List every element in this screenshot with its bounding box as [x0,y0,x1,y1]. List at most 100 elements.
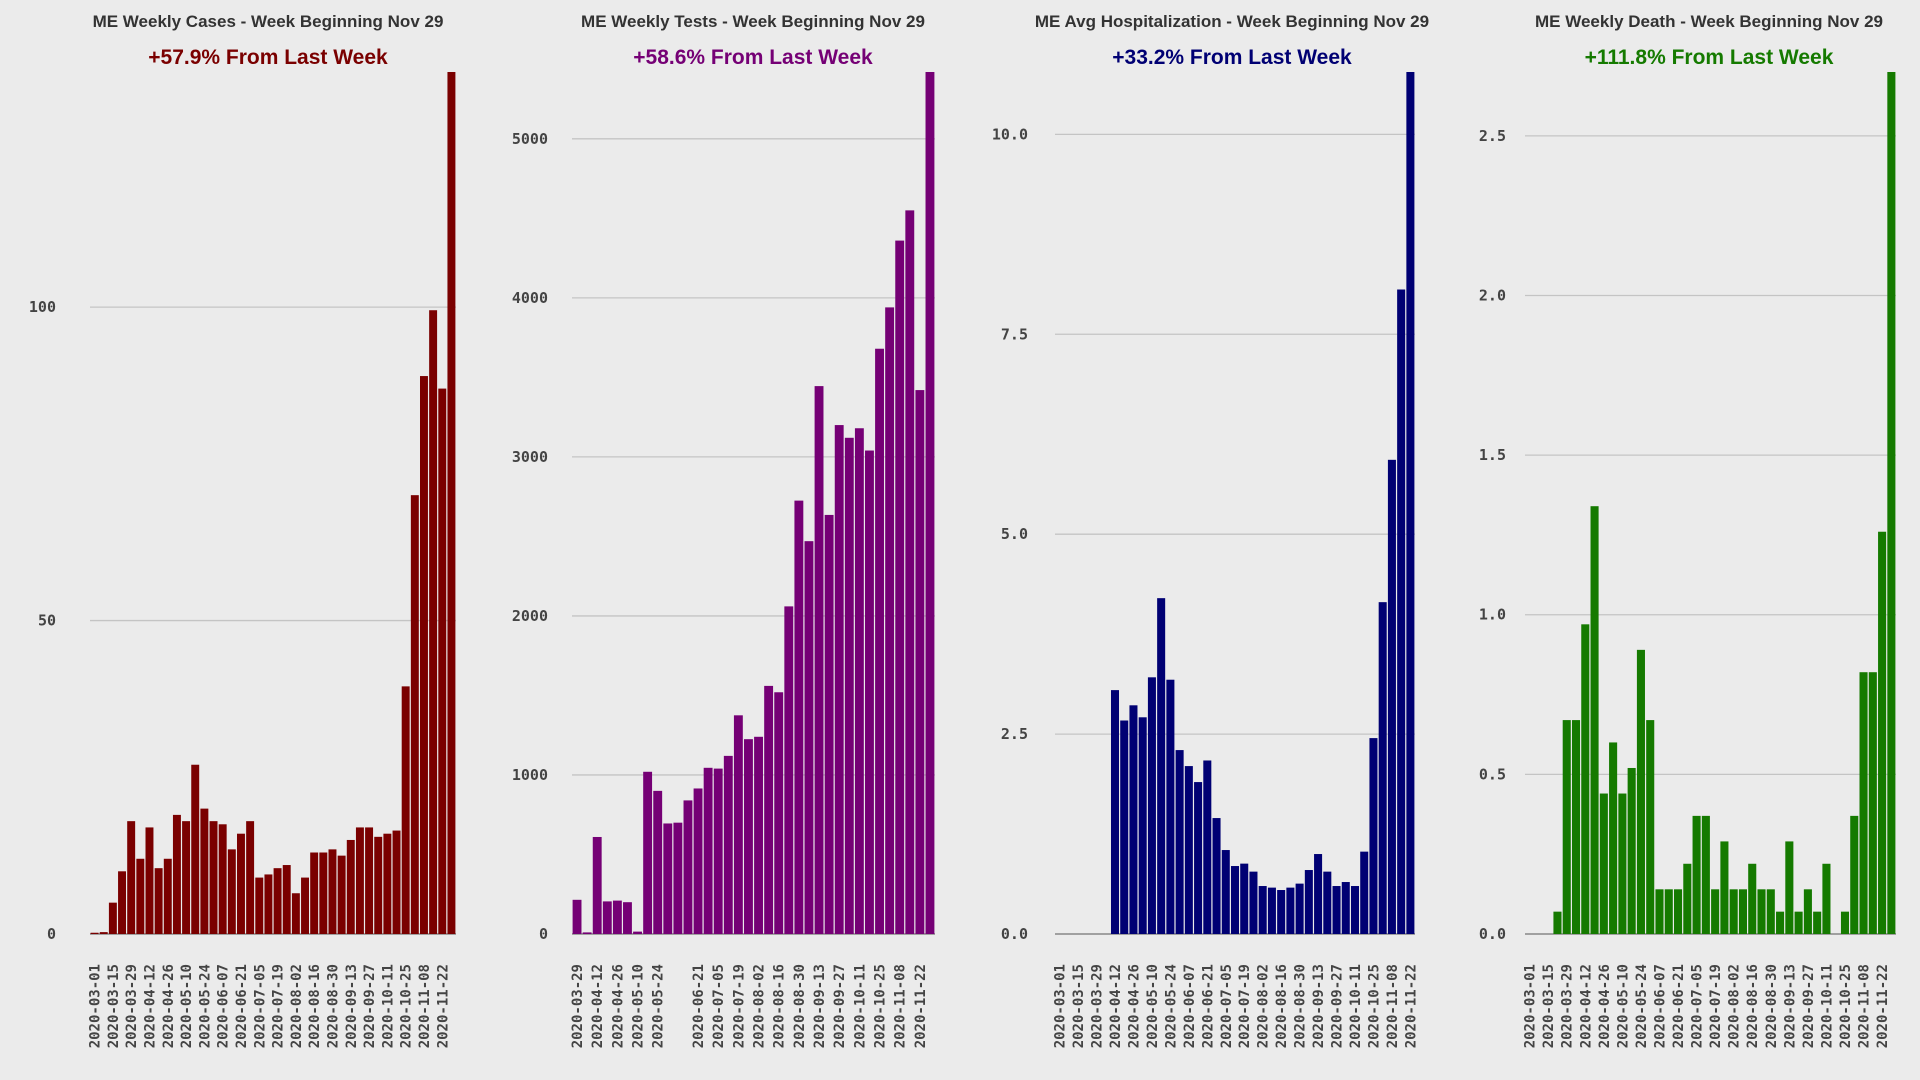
x-tick-label: 2020-04-12 [142,964,158,1048]
x-tick-label: 2020-03-01 [88,964,104,1048]
bar [1859,672,1868,934]
x-tick-label: 2020-03-15 [1541,964,1557,1048]
bar [1748,863,1757,934]
bar [337,855,346,934]
bar [703,767,713,934]
x-tick-label: 2020-09-27 [832,964,848,1048]
bar [1646,720,1655,934]
bar [172,814,181,934]
bar [1599,793,1608,934]
bar [1711,889,1720,934]
bar [383,833,392,934]
y-tick-label: 2000 [512,607,548,625]
bar [136,858,145,934]
bar [592,836,602,934]
y-tick-label: 50 [38,612,56,630]
x-tick-label: 2020-07-19 [1237,964,1253,1048]
x-tick-label: 2020-06-21 [234,964,250,1048]
x-tick-label: 2020-11-08 [1857,964,1873,1048]
y-tick-label: 100 [29,298,56,316]
bar [392,830,401,934]
bar [182,821,191,934]
x-tick-label: 2020-08-16 [772,964,788,1048]
bar [1295,883,1304,934]
x-tick-label: 2020-11-08 [1385,964,1401,1048]
x-tick-label: 2020-08-30 [1764,964,1780,1048]
bar [1203,760,1212,934]
chart-title: ME Avg Hospitalization - Week Beginning … [1035,12,1429,31]
chart-title: ME Weekly Tests - Week Beginning Nov 29 [581,12,925,31]
y-tick-label: 3000 [512,448,548,466]
bar [854,428,864,934]
bar [784,606,794,934]
bar [754,736,763,934]
bar [1249,871,1258,934]
bar [1562,720,1571,934]
x-tick-label: 2020-08-30 [325,964,341,1048]
y-tick-label: 1000 [512,766,548,784]
chart-subtitle: +33.2% From Last Week [1112,46,1352,69]
x-tick-label: 2020-05-24 [1634,964,1650,1048]
bar [693,788,703,934]
bar [1332,886,1341,934]
x-tick-label: 2020-06-21 [1200,964,1216,1048]
bar [145,827,154,934]
bar [673,822,683,934]
bar [1397,289,1406,934]
chart-title: ME Weekly Death - Week Beginning Nov 29 [1535,12,1883,31]
bar [925,72,935,934]
x-tick-label: 2020-08-30 [792,964,808,1048]
chart-panel-1: ME Weekly Cases - Week Beginning Nov 29 +… [29,12,456,1048]
bar [733,715,743,934]
x-tick-label: 2020-04-26 [1126,964,1142,1048]
y-tick-label: 0 [539,925,548,943]
bar [118,871,126,934]
bar [1803,889,1812,934]
bar [572,899,582,934]
bar [1887,72,1896,934]
x-tick-label: 2020-07-05 [252,964,268,1048]
bar [1166,679,1175,934]
bar [774,692,784,934]
bar [1627,767,1636,934]
x-tick-label: 2020-10-11 [1348,964,1364,1048]
x-tick-label: 2020-10-11 [380,964,396,1048]
y-tick-label: 0.0 [1001,925,1028,943]
bar [1581,624,1590,934]
bar [438,388,447,934]
x-tick-label: 2020-07-19 [731,964,747,1048]
bar [346,839,355,934]
bar [844,437,854,934]
x-tick-label: 2020-11-22 [435,964,451,1048]
bar [602,901,612,934]
x-tick-label: 2020-09-27 [362,964,378,1048]
x-tick-label: 2020-05-24 [651,964,667,1048]
bar [1720,841,1729,934]
bar [633,931,642,934]
x-tick-label: 2020-08-16 [1745,964,1761,1048]
x-tick-label: 2020-08-02 [752,964,768,1048]
x-tick-label: 2020-03-15 [1071,964,1087,1048]
x-tick-label: 2020-09-13 [812,964,828,1048]
bar [1655,889,1664,934]
bar [1406,72,1415,934]
x-tick-label: 2020-05-10 [179,964,195,1048]
y-tick-label: 1.5 [1479,446,1506,464]
bar [273,868,282,934]
bar [319,852,328,934]
y-tick-label: 0.5 [1479,765,1506,783]
x-tick-label: 2020-03-29 [1090,964,1106,1048]
x-tick-label: 2020-11-08 [417,964,433,1048]
bar [1212,818,1221,934]
x-tick-label: 2020-10-25 [399,964,415,1048]
bar [1360,851,1369,934]
x-tick-label: 2020-03-01 [1053,964,1069,1048]
x-tick-label: 2020-11-22 [1403,964,1419,1048]
bar [814,386,824,934]
bar [246,821,255,934]
x-tick-label: 2020-03-29 [570,964,586,1048]
bar [447,72,456,934]
bar [429,310,438,934]
bar [1110,690,1120,934]
bar [1618,793,1627,934]
